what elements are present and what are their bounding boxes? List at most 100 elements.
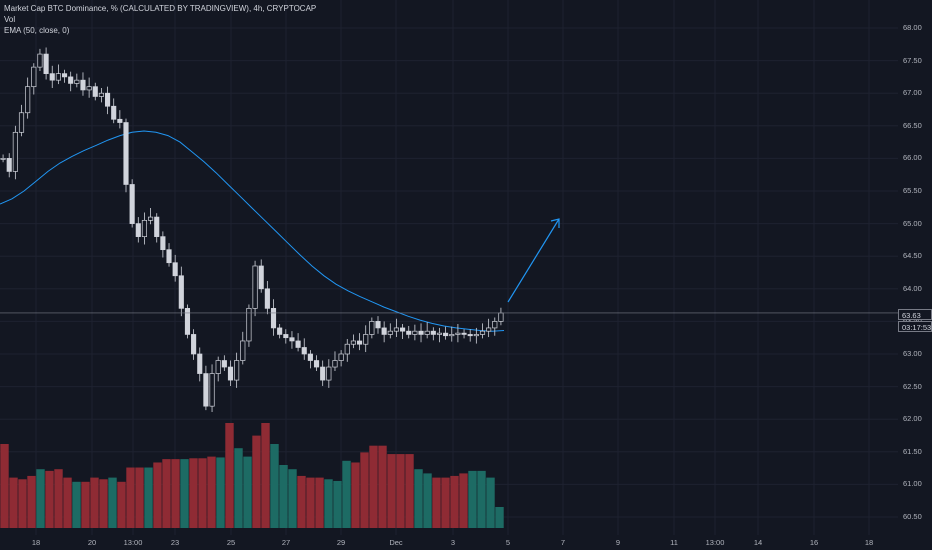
candle-body — [154, 216, 160, 237]
candle-body — [246, 308, 252, 342]
candle-body — [430, 330, 436, 335]
candle-body — [283, 334, 289, 339]
candle-body — [369, 321, 375, 335]
volume-bar — [27, 475, 36, 528]
volume-bar — [63, 477, 72, 528]
volume-bar — [459, 473, 468, 528]
candle-body — [191, 334, 197, 355]
volume-bar — [423, 473, 432, 528]
candle-body — [363, 334, 369, 345]
candle-body — [49, 73, 55, 81]
price-tick-label: 64.00 — [903, 283, 922, 293]
volume-bar — [342, 460, 351, 528]
ema-line — [0, 130, 505, 332]
candle-body — [393, 327, 400, 332]
candle-body — [486, 327, 492, 332]
volume-bar — [477, 470, 486, 528]
candle-body — [350, 340, 356, 345]
time-axis[interactable] — [0, 535, 932, 550]
volume-bar — [207, 456, 216, 528]
candle-body — [37, 53, 43, 68]
volume-bar — [117, 481, 126, 528]
volume-bar — [315, 477, 324, 528]
volume-bar — [279, 465, 288, 528]
candle-body — [301, 347, 307, 355]
candle-body — [160, 236, 166, 251]
candle-body — [338, 353, 344, 361]
volume-bar — [297, 475, 306, 528]
volume-bar — [135, 467, 144, 528]
volume-bar — [81, 481, 90, 528]
time-tick-label: 25 — [226, 538, 236, 547]
candle-body — [443, 332, 449, 337]
price-axis[interactable] — [898, 0, 932, 535]
price-tick-label: 65.00 — [903, 218, 922, 228]
candle-body — [258, 265, 264, 290]
candle-body — [117, 118, 123, 123]
candle-body — [332, 360, 338, 368]
candle-body — [215, 360, 221, 374]
volume-bar — [36, 469, 45, 528]
candle-body — [184, 308, 191, 335]
projection-arrow — [507, 218, 560, 303]
volume-bar — [90, 477, 99, 528]
volume-bar — [171, 459, 180, 528]
candle-body — [68, 76, 74, 84]
volume-bar — [306, 477, 315, 528]
price-tick-label: 60.50 — [903, 512, 922, 521]
price-tick-label: 66.00 — [903, 153, 922, 163]
volume-bar — [45, 470, 54, 528]
candle-body — [356, 340, 363, 345]
candle-body — [320, 366, 326, 381]
price-tick-label: 64.50 — [903, 251, 922, 261]
projection-arrow-head — [550, 218, 560, 228]
chart-legend: Market Cap BTC Dominance, % (CALCULATED … — [4, 3, 316, 36]
volume-bar — [234, 448, 243, 528]
volume-bar — [270, 444, 279, 528]
time-tick-label: 29 — [336, 538, 346, 547]
price-tick-label: 68.00 — [903, 23, 922, 32]
volume-bars — [0, 423, 504, 528]
volume-bar — [72, 481, 81, 528]
volume-bar — [18, 479, 27, 528]
volume-bar — [54, 469, 63, 528]
time-tick-label: 9 — [615, 538, 621, 547]
volume-label: Vol — [4, 15, 16, 24]
candle-body — [455, 332, 461, 335]
candle-body — [381, 327, 387, 335]
candle-body — [209, 373, 215, 407]
projection-arrow-shaft — [507, 218, 560, 303]
volume-bar — [180, 459, 189, 528]
candle-body — [148, 216, 154, 221]
volume-bar — [414, 469, 423, 528]
candle-body — [264, 288, 270, 309]
volume-bar — [243, 456, 252, 528]
candle-body — [86, 86, 92, 91]
candle-body — [166, 249, 172, 264]
volume-bar — [333, 480, 342, 528]
time-tick-label: 18 — [864, 538, 874, 547]
price-tick-label: 61.50 — [903, 446, 922, 456]
volume-bar — [432, 477, 441, 528]
candle-body — [129, 184, 135, 224]
candle-body — [400, 327, 406, 332]
volume-bar — [108, 477, 117, 528]
price-tick-label: 63.00 — [903, 349, 922, 358]
candle-body — [289, 337, 295, 342]
volume-bar — [495, 507, 504, 528]
price-tick-label: 61.00 — [903, 479, 922, 489]
candle-body — [55, 73, 61, 81]
candle-body — [375, 321, 381, 329]
candlesticks — [0, 47, 504, 413]
candle-body — [178, 275, 184, 309]
symbol-title: Market Cap BTC Dominance, % (CALCULATED … — [4, 4, 317, 13]
candle-body — [467, 334, 473, 337]
volume-bar — [450, 475, 459, 528]
time-tick-label: 13:00 — [123, 538, 143, 547]
candle-body — [203, 373, 209, 407]
candle-body — [227, 366, 234, 381]
volume-bar — [486, 477, 495, 528]
candle-body — [295, 340, 301, 348]
volume-bar — [216, 457, 225, 528]
